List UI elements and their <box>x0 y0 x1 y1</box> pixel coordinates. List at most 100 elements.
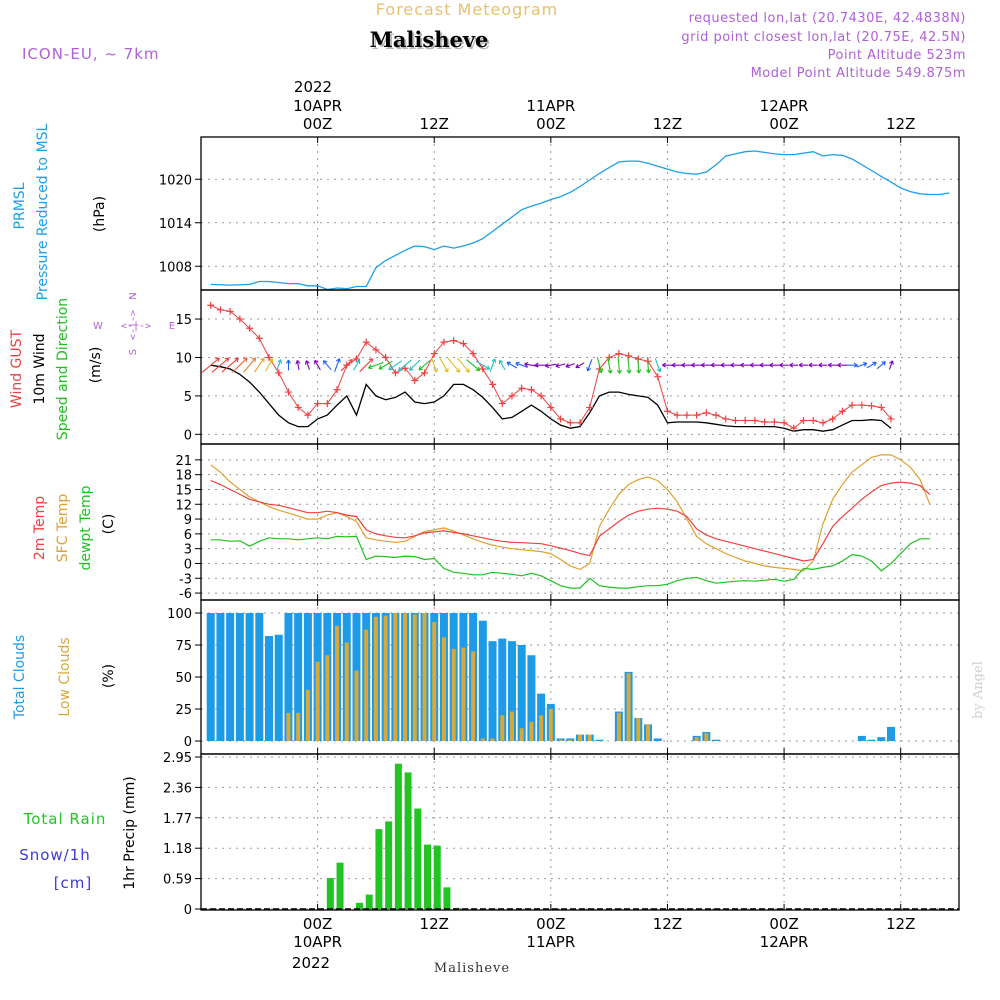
low-cloud-bar <box>519 728 524 741</box>
ytick-label: 0 <box>184 557 192 572</box>
wind-arrow <box>475 360 491 370</box>
gust-point <box>751 416 759 424</box>
requested-coords: requested lon,lat (20.7430E, 42.4838N) <box>689 11 966 26</box>
gust-point <box>731 416 739 424</box>
wind-arrow <box>607 356 613 374</box>
ytick-label: 50 <box>175 671 192 686</box>
clouds-unit: (%) <box>101 664 117 688</box>
gust-point <box>654 373 662 381</box>
low-cloud-bar <box>578 734 582 741</box>
pressure-series-line <box>210 150 950 291</box>
sfc-temp-line <box>210 454 931 572</box>
product-title: Forecast Meteogram <box>376 0 558 19</box>
gust-point <box>722 415 730 423</box>
ytick-label: 15 <box>175 313 192 328</box>
wind-arrow <box>264 358 274 372</box>
gust-point <box>537 392 545 400</box>
gust-point <box>615 350 623 358</box>
total-cloud-bar <box>274 634 283 741</box>
gust-point <box>333 386 341 394</box>
low-cloud-bar <box>471 651 476 741</box>
gust-point <box>207 301 215 309</box>
wind-arrow <box>681 362 693 368</box>
low-cloud-bar <box>325 655 330 741</box>
ytick-label: 18 <box>175 469 192 484</box>
total-cloud-bar <box>712 739 721 741</box>
time-label-bottom: 00Z <box>536 915 565 933</box>
wind-arrow <box>779 362 789 368</box>
ytick-label: -3 <box>179 572 192 587</box>
wind-arrow <box>565 363 575 369</box>
gust-point <box>887 415 895 423</box>
wind-arrow <box>636 357 642 374</box>
total-cloud-bar <box>284 613 293 741</box>
low-cloud-bar <box>412 614 417 741</box>
pressure-unit: (hPa) <box>92 196 108 232</box>
gust-point <box>858 401 866 409</box>
total-cloud-bar <box>595 739 604 741</box>
wind-arrow <box>586 359 593 372</box>
gust-point <box>275 369 283 377</box>
model-point-altitude: Model Point Altitude 549.875m <box>751 66 966 81</box>
wind-arrow <box>201 357 220 373</box>
time-label-bottom: 00Z <box>303 915 332 933</box>
wind-speed-line <box>210 364 892 432</box>
total-cloud-bar <box>877 737 886 741</box>
ytick-label: 75 <box>175 639 192 654</box>
bottom-year: 2022 <box>292 954 330 972</box>
low-cloud-bar <box>509 711 514 741</box>
gust-point <box>566 419 574 427</box>
panel-frame <box>200 136 960 291</box>
gust-point <box>450 337 458 345</box>
wind-arrow <box>534 362 548 368</box>
panel-frame <box>200 443 960 601</box>
ytick-label: 0 <box>184 735 192 750</box>
gust-point <box>304 411 312 419</box>
ytick-label: 10 <box>175 351 192 366</box>
rain-bar <box>336 862 344 909</box>
wind-arrow <box>498 359 506 371</box>
compass-w: W <box>93 321 103 332</box>
low-cloud-bar <box>344 642 349 741</box>
footer-location: Malisheve <box>434 961 510 976</box>
total-cloud-bar <box>478 620 487 741</box>
gust-point <box>401 364 409 372</box>
low-cloud-bar <box>558 739 563 741</box>
wind-arrow <box>827 362 838 368</box>
wind-arrow <box>555 363 566 369</box>
rain-bar <box>385 821 393 909</box>
gust-point <box>770 418 778 426</box>
total-cloud-bar <box>498 638 507 741</box>
total-cloud-bar <box>527 655 536 741</box>
location-title: Malisheve <box>370 27 489 52</box>
precip-panel: 0 0.59 1.18 1.77 2.36 2.95 <box>163 751 960 918</box>
wind-arrow <box>888 360 894 370</box>
rain-bar <box>326 878 334 909</box>
low-cloud-bar <box>383 615 388 741</box>
wind-arrow <box>285 359 291 371</box>
compass-n: N <box>128 292 139 299</box>
gust-point <box>469 350 477 358</box>
wind-arrow <box>304 360 311 370</box>
rain-bar <box>404 772 412 909</box>
sfc-temp-label: SFC Temp <box>55 494 71 563</box>
total-cloud-bar <box>206 613 215 741</box>
wind-panel: 0 5 10 15 <box>175 290 960 445</box>
gust-point <box>586 403 594 411</box>
wind-arrow <box>876 361 886 370</box>
gust-point <box>489 380 497 388</box>
time-label-top: 00Z <box>303 115 332 133</box>
ytick-label: 1.77 <box>163 812 192 827</box>
ytick-label: 1020 <box>159 173 192 188</box>
ytick-label: 2.36 <box>163 781 192 796</box>
gust-point <box>809 416 817 424</box>
gust-point <box>391 369 399 377</box>
rain-label: Total Rain <box>23 810 107 828</box>
temp-unit: (C) <box>101 514 117 535</box>
low-cloud-bar <box>354 670 359 741</box>
rain-bar <box>433 845 441 909</box>
time-label-bottom: 10APR <box>293 933 342 951</box>
low-cloud-bar <box>529 721 534 741</box>
compass-e: E <box>169 321 175 332</box>
